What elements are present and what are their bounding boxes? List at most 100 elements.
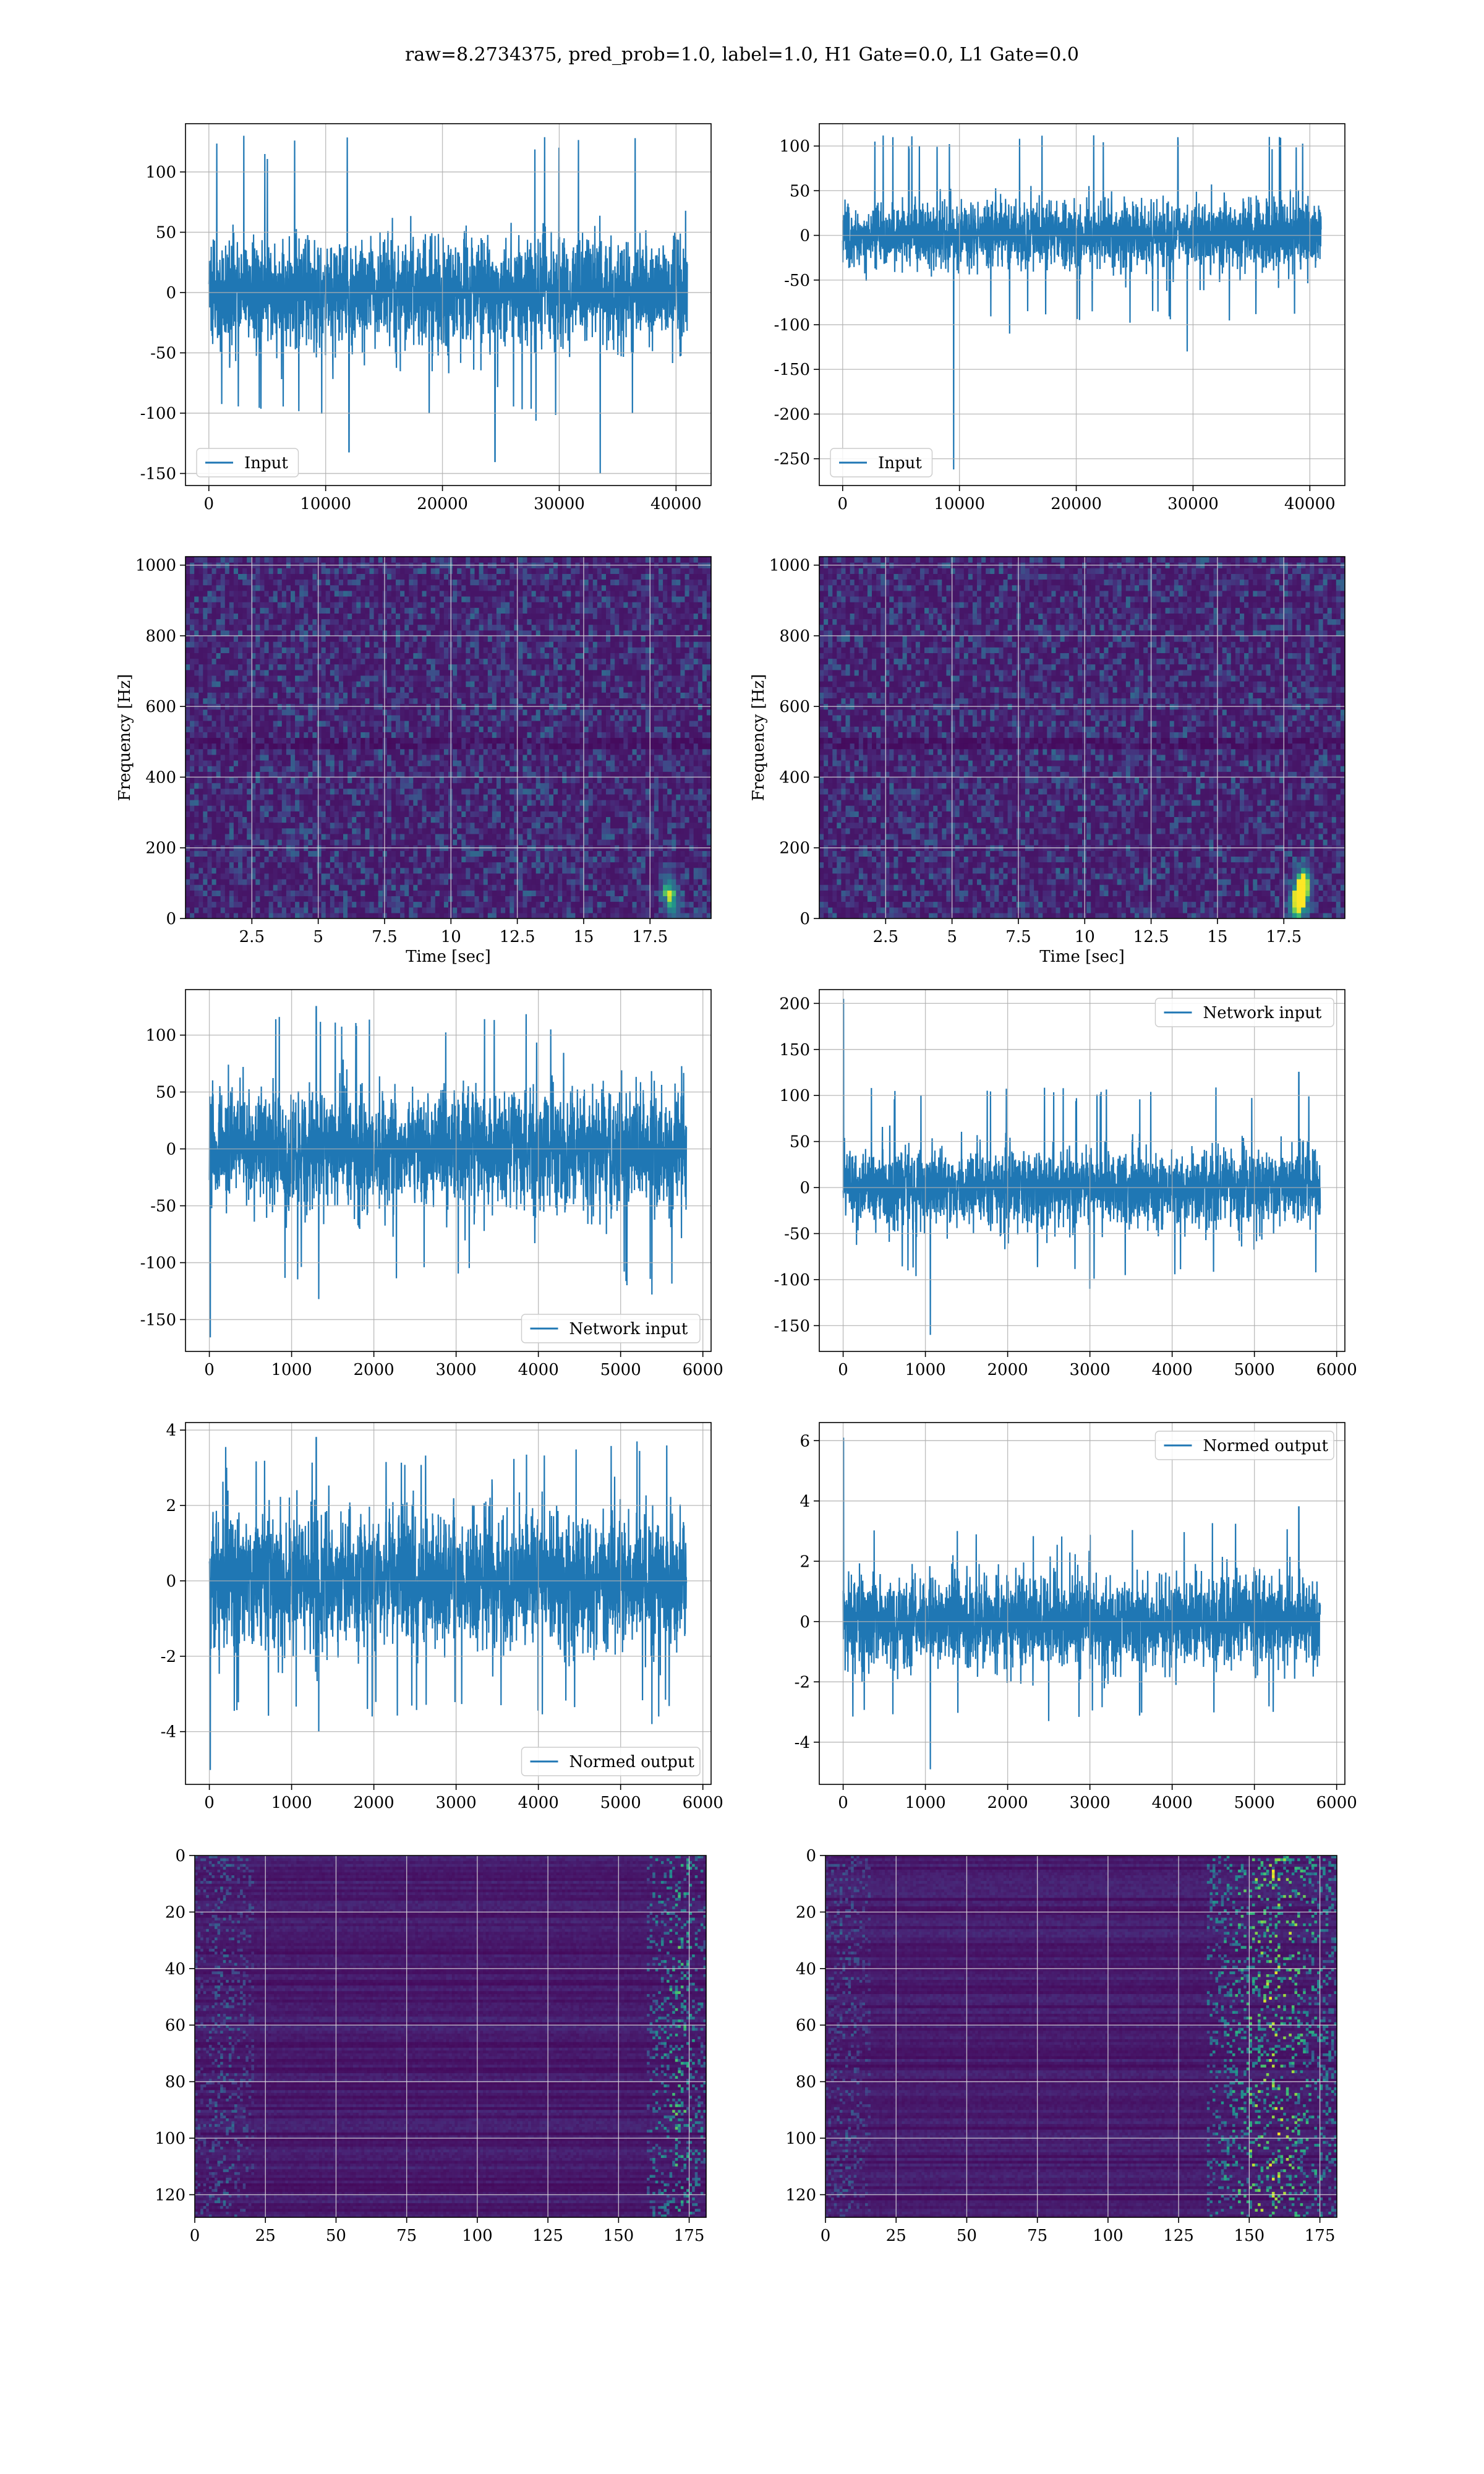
h1-input-xtick-label: 0 (204, 495, 215, 513)
h1-spectrogram-xtick-label: 15 (573, 928, 594, 946)
h1-network-input-legend-label: Network input (569, 1320, 688, 1338)
l1-network-input-ytick-label: 200 (779, 995, 810, 1013)
l1-network-input-ytick-label: 50 (790, 1133, 810, 1152)
h1-input-xtick-label: 20000 (417, 495, 468, 513)
h1-input-ytick-label: 0 (166, 284, 176, 302)
l1-input-xtick-label: 0 (838, 495, 848, 513)
h1-normed-output-xtick-label: 3000 (436, 1794, 477, 1812)
h1-feature-map-plot-area (195, 1856, 707, 2218)
h1-network-input-xtick-label: 3000 (436, 1361, 477, 1379)
l1-feature-map-xtick-label: 50 (957, 2227, 977, 2245)
h1-normed-output-ytick-label: -2 (161, 1648, 176, 1666)
h1-network-input-xtick-label: 1000 (271, 1361, 312, 1379)
h1-network-input-xtick-label: 6000 (683, 1361, 723, 1379)
h1-feature-map-xtick-label: 75 (396, 2227, 417, 2245)
l1-input-xtick-label: 20000 (1051, 495, 1102, 513)
h1-normed-output-legend: Normed output (522, 1747, 701, 1776)
l1-normed-output-xtick-label: 0 (838, 1794, 848, 1812)
l1-spectrogram-ylabel: Frequency [Hz] (749, 674, 768, 802)
h1-feature-map-xtick-label: 150 (603, 2227, 634, 2245)
l1-spectrogram-ytick-label: 200 (779, 839, 810, 858)
l1-normed-output-xtick-label: 1000 (905, 1794, 946, 1812)
l1-spectrogram-ytick-label: 800 (779, 627, 810, 646)
h1-normed-output-xtick-label: 6000 (683, 1794, 723, 1812)
h1-normed-output-xtick-label: 5000 (600, 1794, 641, 1812)
h1-feature-map-ytick-label: 0 (175, 1847, 186, 1865)
l1-normed-output-ytick-label: 2 (800, 1552, 810, 1571)
h1-normed-output-xtick-label: 0 (204, 1794, 215, 1812)
h1-spectrogram-ytick-label: 600 (145, 698, 176, 716)
l1-spectrogram-xtick-label: 10 (1075, 928, 1095, 946)
h1-normed-output-ytick-label: 0 (166, 1572, 176, 1591)
h1-input-ytick-label: -150 (140, 465, 176, 484)
l1-normed-output-xtick-label: 4000 (1152, 1794, 1193, 1812)
l1-feature-map-ytick-label: 120 (785, 2186, 816, 2204)
h1-spectrogram-ytick-label: 400 (145, 768, 176, 787)
l1-network-input-xtick-label: 2000 (987, 1361, 1028, 1379)
h1-network-input-xtick-label: 4000 (518, 1361, 559, 1379)
l1-spectrogram-xtick-label: 17.5 (1266, 928, 1302, 946)
h1-feature-map-ytick-label: 20 (165, 1903, 186, 1922)
l1-network-input-legend: Network input (1156, 998, 1334, 1027)
l1-input-xtick-label: 40000 (1284, 495, 1336, 513)
h1-input-xtick-label: 30000 (534, 495, 585, 513)
h1-spectrogram-cells (186, 557, 712, 919)
l1-network-input-xtick-label: 5000 (1234, 1361, 1275, 1379)
figure-suptitle: raw=8.2734375, pred_prob=1.0, label=1.0,… (405, 44, 1079, 66)
h1-spectrogram-ytick-label: 1000 (135, 557, 176, 575)
l1-normed-output-ytick-label: 6 (800, 1432, 810, 1450)
h1-input-ytick-label: -100 (140, 404, 176, 423)
l1-input-ytick-label: -250 (774, 450, 810, 469)
h1-network-input-ytick-label: 0 (166, 1141, 176, 1159)
l1-feature-map-ytick-label: 80 (796, 2073, 816, 2092)
l1-input-legend-label: Input (878, 454, 922, 473)
h1-spectrogram-panel: 2.5 5 7.5 10 12.5 15 17.502004006008001000Time… (116, 557, 712, 966)
h1-network-input-ytick-label: -50 (150, 1197, 176, 1216)
h1-input-legend: Input (197, 448, 299, 477)
l1-network-input-xtick-label: 6000 (1316, 1361, 1357, 1379)
l1-network-input-xtick-label: 3000 (1070, 1361, 1111, 1379)
l1-feature-map-ytick-label: 20 (796, 1903, 816, 1922)
h1-network-input-ytick-label: 100 (145, 1027, 176, 1045)
l1-normed-output-legend-label: Normed output (1203, 1437, 1329, 1455)
h1-feature-map-xtick-label: 0 (190, 2227, 200, 2245)
l1-spectrogram-panel: 2.5 5 7.5 10 12.5 15 17.502004006008001000Time… (749, 557, 1345, 966)
h1-spectrogram-ytick-label: 800 (145, 627, 176, 646)
h1-input-ytick-label: 100 (145, 163, 176, 182)
h1-network-input-xtick-label: 5000 (600, 1361, 641, 1379)
h1-network-input-xtick-label: 0 (204, 1361, 215, 1379)
h1-spectrogram-xtick-label: 5 (313, 928, 323, 946)
h1-spectrogram-ytick-label: 0 (166, 910, 176, 928)
l1-normed-output-xtick-label: 6000 (1316, 1794, 1357, 1812)
l1-input-ytick-label: -150 (774, 361, 810, 379)
l1-spectrogram-ytick-label: 600 (779, 698, 810, 716)
l1-normed-output-ytick-label: -2 (795, 1673, 810, 1692)
l1-network-input-xtick-label: 0 (838, 1361, 848, 1379)
l1-feature-map-cells (825, 1856, 1337, 2218)
l1-spectrogram-xtick-label: 12.5 (1133, 928, 1169, 946)
h1-input-ytick-label: 50 (156, 224, 176, 242)
h1-normed-output-xtick-label: 1000 (271, 1794, 312, 1812)
l1-feature-map-ytick-label: 60 (796, 2016, 816, 2035)
l1-input-ytick-label: 50 (790, 182, 810, 200)
l1-normed-output-ytick-label: -4 (795, 1734, 810, 1752)
h1-feature-map-xtick-label: 125 (532, 2227, 563, 2245)
l1-feature-map-xtick-label: 0 (821, 2227, 831, 2245)
h1-normed-output-xtick-label: 4000 (518, 1794, 559, 1812)
l1-input-xtick-label: 10000 (934, 495, 985, 513)
l1-spectrogram-xtick-label: 15 (1207, 928, 1227, 946)
l1-input-ytick-label: -50 (784, 272, 810, 290)
h1-spectrogram-plot-area (186, 557, 712, 919)
l1-network-input-xtick-label: 1000 (905, 1361, 946, 1379)
l1-network-input-ytick-label: -50 (784, 1225, 810, 1243)
l1-normed-output-xtick-label: 2000 (987, 1794, 1028, 1812)
h1-feature-map-ytick-label: 60 (165, 2016, 186, 2035)
l1-feature-map-ytick-label: 100 (785, 2129, 816, 2148)
l1-input-ytick-label: 100 (779, 137, 810, 156)
l1-spectrogram-ytick-label: 1000 (769, 557, 810, 575)
l1-input-ytick-label: -200 (774, 405, 810, 424)
l1-spectrogram-ytick-label: 0 (800, 910, 810, 928)
h1-normed-output-legend-label: Normed output (569, 1753, 695, 1771)
l1-spectrogram-cells (819, 557, 1345, 919)
